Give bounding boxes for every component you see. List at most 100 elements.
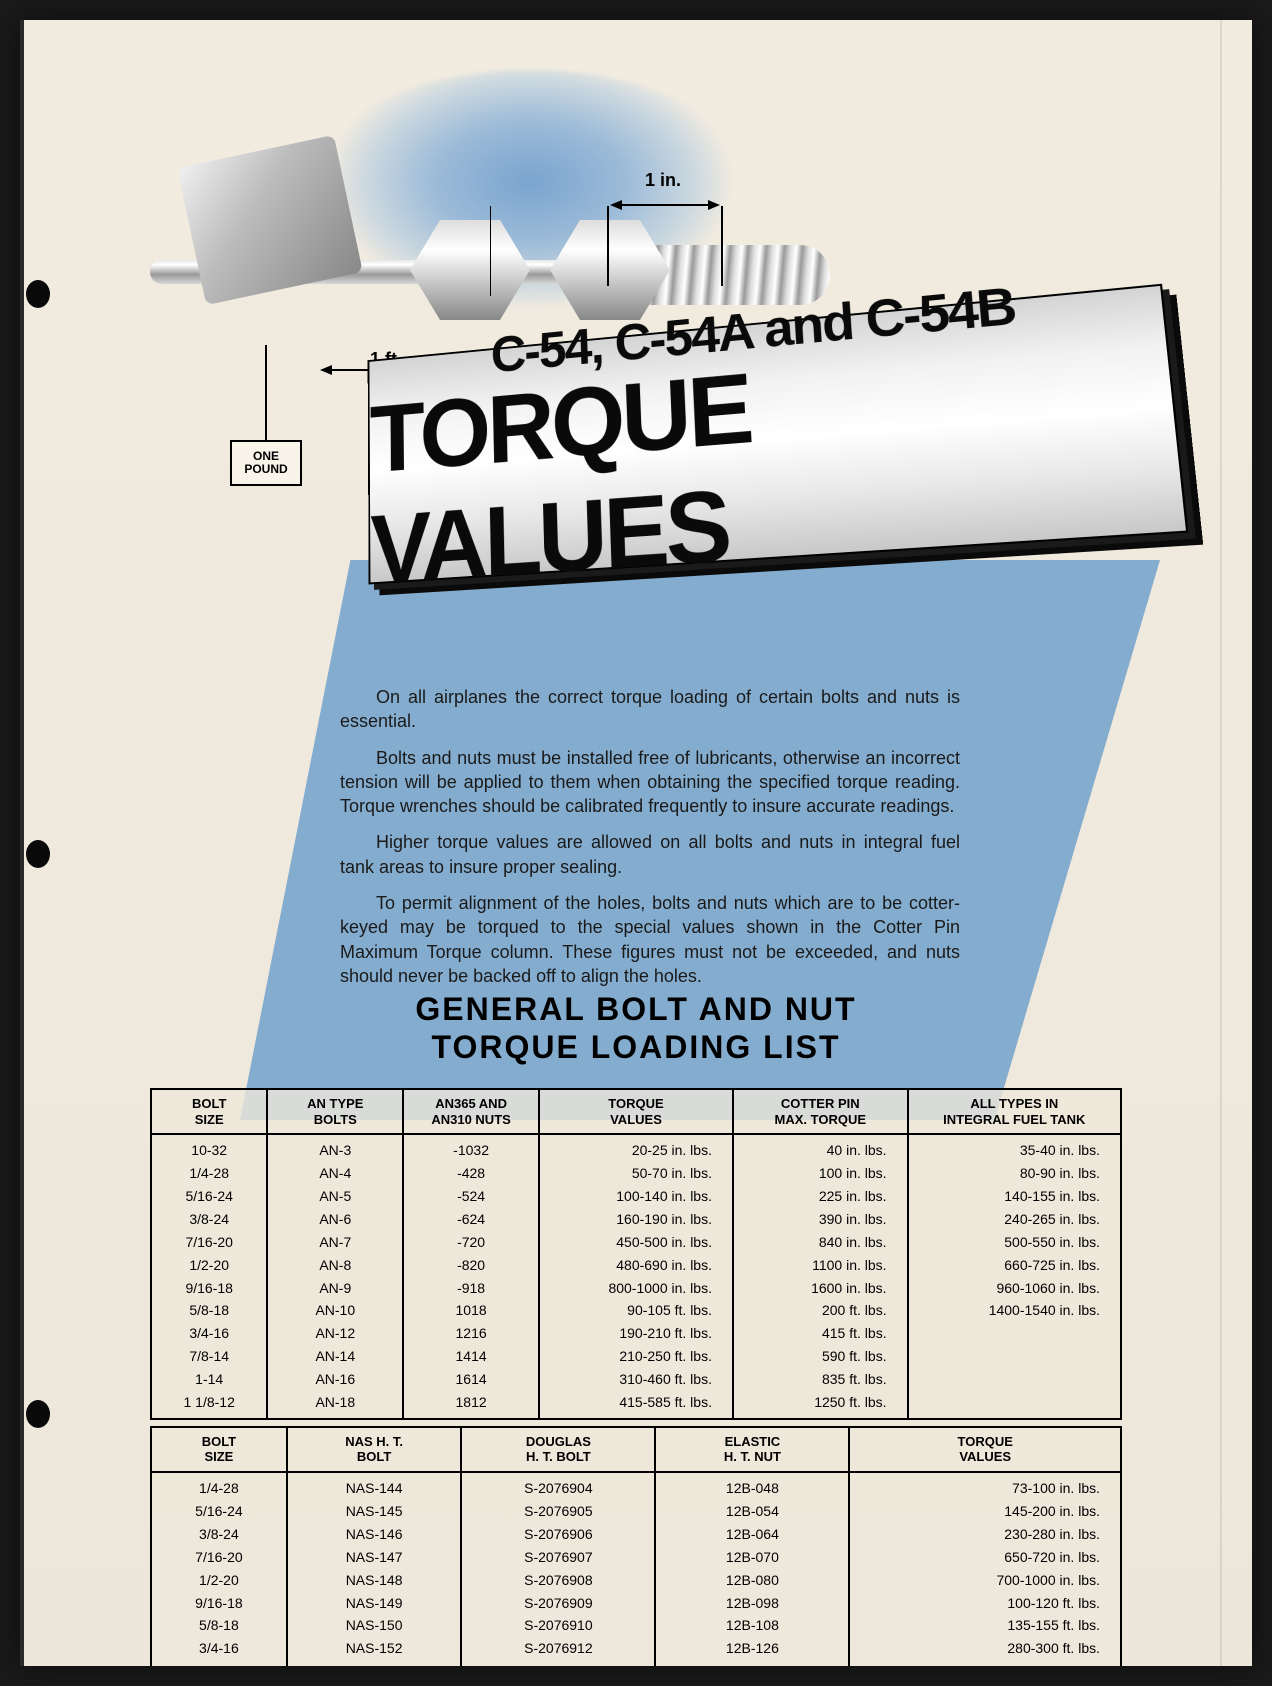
table-cell: 200 ft. lbs. (733, 1299, 908, 1322)
table-cell: 450-500 in. lbs. (539, 1231, 733, 1254)
table-cell: 7/16-20 (151, 1546, 287, 1569)
table-cell: 840 in. lbs. (733, 1231, 908, 1254)
table-cell: 10-32 (151, 1134, 267, 1162)
paragraph: Higher torque values are allowed on all … (340, 830, 960, 879)
table-cell: 310-460 ft. lbs. (539, 1368, 733, 1391)
table-cell: S-2076905 (461, 1500, 655, 1523)
table-cell (908, 1345, 1121, 1368)
torque-table-2: BOLTSIZENAS H. T.BOLTDOUGLASH. T. BOLTEL… (150, 1426, 1122, 1666)
table-cell: 415 ft. lbs. (733, 1322, 908, 1345)
section-heading-line-2: TORQUE LOADING LIST (20, 1028, 1252, 1066)
table-cell: -428 (403, 1162, 539, 1185)
table-cell: 1-14 (151, 1368, 267, 1391)
table-cell: 1414 (403, 1345, 539, 1368)
paragraph: Bolts and nuts must be installed free of… (340, 746, 960, 819)
document-page: 1 in. 1 ft. ONE POUND ONE POUND (20, 20, 1252, 1666)
table-cell: 3/4-16 (151, 1322, 267, 1345)
table-cell: AN-12 (267, 1322, 403, 1345)
table-cell: 3/4-16 (151, 1637, 287, 1660)
table-cell: 140-155 in. lbs. (908, 1185, 1121, 1208)
table-cell: S-2076912 (461, 1637, 655, 1660)
table-cell: 1/2-20 (151, 1569, 287, 1592)
table-row: 5/16-24NAS-145S-207690512B-054145-200 in… (151, 1500, 1121, 1523)
table-cell: NAS-146 (287, 1523, 462, 1546)
table-cell: 5/16-24 (151, 1500, 287, 1523)
weight-label-left: ONE POUND (230, 440, 302, 486)
table-cell: 800-1000 in. lbs. (539, 1277, 733, 1300)
table-cell: 1400-1540 in. lbs. (908, 1299, 1121, 1322)
table-cell: 590 ft. lbs. (733, 1345, 908, 1368)
table-cell: 5/8-18 (151, 1299, 267, 1322)
table-cell: 12B-070 (655, 1546, 849, 1569)
table-cell: NAS-144 (287, 1472, 462, 1500)
table-cell: 7/8-14 (151, 1660, 287, 1666)
table-cell: 12B-108 (655, 1614, 849, 1637)
table-row: 7/16-20NAS-147S-207690712B-070650-720 in… (151, 1546, 1121, 1569)
table-cell: 80-90 in. lbs. (908, 1162, 1121, 1185)
table-row: 3/8-24NAS-146S-207690612B-064230-280 in.… (151, 1523, 1121, 1546)
table-header: ALL TYPES ININTEGRAL FUEL TANK (908, 1089, 1121, 1134)
table-row: 10-32AN-3-103220-25 in. lbs.40 in. lbs.3… (151, 1134, 1121, 1162)
table-header: ELASTICH. T. NUT (655, 1427, 849, 1472)
table-cell: 3/8-24 (151, 1523, 287, 1546)
table-header: AN TYPEBOLTS (267, 1089, 403, 1134)
table-cell: 100-120 ft. lbs. (849, 1592, 1121, 1615)
table-cell: 100-140 in. lbs. (539, 1185, 733, 1208)
table-cell: 660-725 in. lbs. (908, 1254, 1121, 1277)
table-cell: 1/4-28 (151, 1162, 267, 1185)
table-row: 3/4-16AN-121216190-210 ft. lbs.415 ft. l… (151, 1322, 1121, 1345)
table-cell: NAS-150 (287, 1614, 462, 1637)
punch-hole (26, 280, 50, 308)
table-cell: AN-6 (267, 1208, 403, 1231)
punch-hole (26, 1400, 50, 1428)
table-cell: 12B-080 (655, 1569, 849, 1592)
table-row: 5/8-18AN-10101890-105 ft. lbs.200 ft. lb… (151, 1299, 1121, 1322)
table-cell: 280-300 ft. lbs. (849, 1637, 1121, 1660)
table-cell: 1018 (403, 1299, 539, 1322)
table-row: 1/4-28NAS-144S-207690412B-04873-100 in. … (151, 1472, 1121, 1500)
table-cell: 1 1/8-12 (151, 1391, 267, 1419)
table-cell: 9/16-18 (151, 1277, 267, 1300)
table-cell: 12B-054 (655, 1500, 849, 1523)
title-sign: C-54, C-54A and C-54B TORQUE VALUES (368, 284, 1193, 623)
tables-container: BOLTSIZEAN TYPEBOLTSAN365 ANDAN310 NUTST… (150, 1088, 1122, 1666)
table-row: 7/16-20AN-7-720450-500 in. lbs.840 in. l… (151, 1231, 1121, 1254)
punch-hole (26, 840, 50, 868)
table-row: 5/16-24AN-5-524100-140 in. lbs.225 in. l… (151, 1185, 1121, 1208)
table-header: DOUGLASH. T. BOLT (461, 1427, 655, 1472)
table-cell: 35-40 in. lbs. (908, 1134, 1121, 1162)
table-row: 7/8-14NAS-154S-207691412B-144300-360 ft.… (151, 1660, 1121, 1666)
table-row: 3/4-16NAS-152S-207691212B-126280-300 ft.… (151, 1637, 1121, 1660)
table-cell: 1812 (403, 1391, 539, 1419)
table-cell: 700-1000 in. lbs. (849, 1569, 1121, 1592)
table-cell: AN-8 (267, 1254, 403, 1277)
table-header: AN365 ANDAN310 NUTS (403, 1089, 539, 1134)
table-cell: NAS-145 (287, 1500, 462, 1523)
table-cell: AN-5 (267, 1185, 403, 1208)
title-sign-face: C-54, C-54A and C-54B TORQUE VALUES (368, 284, 1189, 585)
table-cell: 100 in. lbs. (733, 1162, 908, 1185)
table-cell: 190-210 ft. lbs. (539, 1322, 733, 1345)
table-cell: -918 (403, 1277, 539, 1300)
table-cell: -624 (403, 1208, 539, 1231)
table-cell: AN-4 (267, 1162, 403, 1185)
table-cell: 225 in. lbs. (733, 1185, 908, 1208)
table-cell: NAS-154 (287, 1660, 462, 1666)
table-cell: 7/16-20 (151, 1231, 267, 1254)
weight-string-left (265, 345, 267, 445)
table-row: 9/16-18AN-9-918800-1000 in. lbs.1600 in.… (151, 1277, 1121, 1300)
table-cell: 50-70 in. lbs. (539, 1162, 733, 1185)
table-cell: AN-9 (267, 1277, 403, 1300)
table-header: BOLTSIZE (151, 1089, 267, 1134)
table-cell: 145-200 in. lbs. (849, 1500, 1121, 1523)
table-cell (908, 1322, 1121, 1345)
table-cell: S-2076907 (461, 1546, 655, 1569)
table-cell: S-2076906 (461, 1523, 655, 1546)
table-cell: AN-18 (267, 1391, 403, 1419)
table-header: BOLTSIZE (151, 1427, 287, 1472)
table-cell: 300-360 ft. lbs. (849, 1660, 1121, 1666)
table-cell: 20-25 in. lbs. (539, 1134, 733, 1162)
table-cell: -524 (403, 1185, 539, 1208)
table-cell: 12B-064 (655, 1523, 849, 1546)
inch-label: 1 in. (645, 170, 681, 191)
